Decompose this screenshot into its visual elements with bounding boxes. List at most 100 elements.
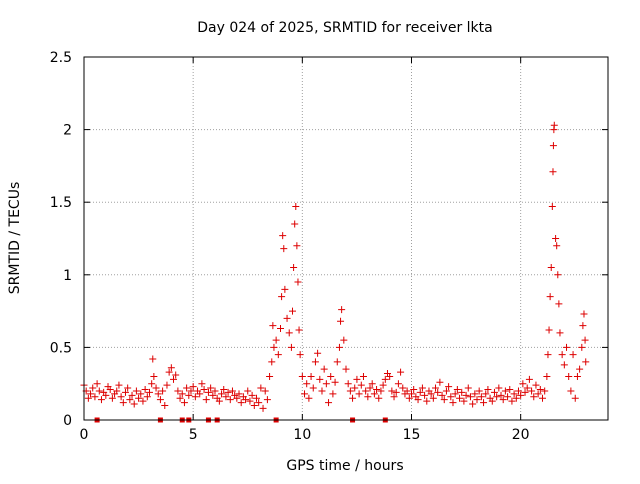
data-point	[290, 264, 298, 272]
data-point	[532, 381, 540, 389]
data-point	[545, 326, 553, 334]
data-point	[480, 399, 488, 407]
data-point	[475, 387, 483, 395]
data-point	[423, 397, 431, 405]
data-point	[552, 235, 560, 242]
data-point	[117, 393, 125, 401]
data-point	[293, 242, 301, 250]
data-point	[311, 358, 319, 366]
data-point	[235, 390, 243, 398]
axis-ticks: 0 5 10 15 20 0 0.5 1 1.5 2 2.5	[50, 50, 608, 443]
data-point	[187, 387, 195, 395]
data-point	[218, 390, 226, 398]
data-point	[523, 384, 531, 392]
data-point	[373, 386, 381, 394]
data-point	[91, 393, 99, 401]
data-point	[416, 388, 424, 396]
data-point	[248, 391, 256, 399]
chart-title: Day 024 of 2025, SRMTID for receiver lkt…	[197, 20, 492, 36]
data-point	[517, 391, 525, 399]
data-point	[296, 351, 304, 359]
data-point	[250, 401, 258, 409]
data-point	[185, 391, 193, 399]
data-point	[115, 381, 123, 389]
data-point	[152, 384, 160, 392]
data-point	[521, 388, 529, 396]
data-point	[375, 394, 383, 402]
data-point	[497, 391, 505, 399]
data-point	[316, 375, 324, 383]
data-point	[405, 394, 413, 402]
y-tick-label: 2.5	[50, 50, 72, 66]
data-point	[277, 325, 284, 333]
data-point	[366, 384, 374, 392]
data-point	[495, 384, 503, 392]
data-point	[209, 391, 217, 399]
x-tick-label: 20	[512, 427, 530, 443]
data-point	[174, 387, 182, 395]
data-point	[204, 388, 212, 396]
data-point	[504, 393, 512, 401]
data-point	[97, 396, 105, 404]
data-point	[530, 393, 538, 401]
data-point	[460, 397, 468, 405]
data-point	[257, 384, 265, 392]
data-point	[403, 387, 411, 395]
data-point	[370, 390, 378, 398]
data-point	[226, 396, 234, 404]
data-point	[456, 394, 464, 402]
data-point	[135, 394, 143, 402]
data-point	[582, 358, 590, 366]
data-point	[379, 381, 387, 389]
data-point	[510, 390, 518, 398]
data-point	[292, 203, 300, 211]
data-point	[558, 351, 566, 359]
data-point	[525, 375, 533, 383]
data-point	[242, 396, 250, 404]
data-point	[573, 372, 581, 380]
data-point	[493, 393, 501, 401]
data-point	[93, 380, 101, 388]
data-point	[325, 399, 333, 407]
data-point	[333, 358, 341, 366]
data-point	[386, 372, 394, 380]
data-point	[272, 336, 280, 344]
y-tick-label: 1	[63, 268, 72, 284]
data-point	[291, 220, 299, 228]
data-point	[427, 390, 435, 398]
data-point	[553, 242, 561, 250]
data-point	[567, 387, 575, 395]
data-point	[548, 203, 556, 211]
data-point	[167, 364, 175, 372]
data-point	[126, 396, 134, 404]
data-point	[176, 394, 184, 402]
data-point	[484, 386, 492, 394]
data-point	[549, 142, 557, 150]
data-point	[359, 372, 367, 380]
data-point	[421, 391, 429, 399]
data-point	[224, 388, 232, 396]
data-point	[285, 329, 293, 337]
data-point	[279, 232, 287, 240]
data-point	[196, 390, 204, 398]
data-point	[314, 349, 322, 357]
data-point	[132, 387, 140, 395]
data-point	[543, 372, 551, 380]
data-point	[410, 386, 418, 394]
data-point	[119, 399, 127, 407]
data-point	[139, 397, 147, 405]
data-point	[130, 400, 138, 408]
data-point	[259, 404, 267, 412]
data-point	[466, 393, 474, 401]
data-point	[488, 397, 496, 405]
data-point	[124, 384, 132, 392]
data-point	[335, 343, 343, 351]
grid-lines	[84, 57, 608, 420]
data-point	[528, 387, 536, 395]
y-axis-label: SRMTID / TECUs	[7, 182, 23, 295]
data-point	[198, 380, 206, 388]
data-point	[392, 388, 400, 396]
data-point	[266, 372, 274, 380]
data-point	[534, 390, 542, 398]
data-point	[222, 393, 230, 401]
